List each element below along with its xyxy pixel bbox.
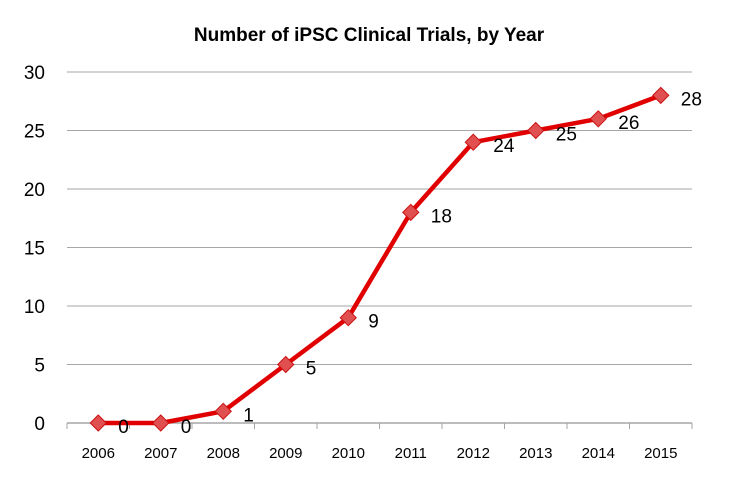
data-label: 26: [618, 113, 639, 134]
x-tick-label: 2012: [457, 445, 490, 462]
x-tick-label: 2015: [644, 445, 677, 462]
x-tick-label: 2006: [82, 445, 115, 462]
data-label: 24: [493, 136, 515, 157]
data-label: 25: [556, 125, 577, 146]
data-label: 1: [243, 405, 254, 426]
data-point-marker: [464, 133, 482, 151]
data-label: 5: [306, 359, 317, 380]
y-tick-label: 10: [24, 297, 45, 318]
y-tick-label: 15: [24, 239, 45, 260]
x-tick-label: 2008: [207, 445, 240, 462]
x-tick-label: 2014: [582, 445, 615, 462]
data-point-marker: [402, 203, 420, 222]
data-point-marker: [214, 402, 232, 421]
data-label: 28: [681, 89, 702, 110]
x-tick-label: 2007: [144, 445, 177, 462]
x-tick-label: 2011: [395, 445, 427, 462]
y-tick-label: 0: [34, 414, 45, 435]
series-line: [98, 93, 662, 426]
y-tick-label: 20: [24, 180, 45, 201]
y-tick-label: 30: [24, 63, 45, 84]
data-point-marker: [152, 414, 170, 432]
data-label: 0: [181, 417, 192, 438]
data-point-marker: [339, 308, 357, 327]
data-label: 18: [431, 206, 452, 227]
data-point-marker: [89, 414, 107, 432]
data-point-marker: [652, 86, 670, 105]
y-tick-label: 25: [24, 122, 45, 143]
data-point-marker: [527, 121, 545, 140]
x-tick-label: 2013: [519, 445, 552, 462]
y-tick-label: 5: [34, 356, 45, 377]
x-tick-label: 2010: [332, 445, 365, 462]
data-label: 0: [118, 417, 129, 438]
data-point-marker: [589, 110, 607, 128]
chart-title: Number of iPSC Clinical Trials, by Year: [194, 25, 545, 46]
x-tick-label: 2009: [269, 445, 302, 462]
data-label: 9: [368, 312, 379, 333]
data-point-marker: [277, 355, 295, 374]
